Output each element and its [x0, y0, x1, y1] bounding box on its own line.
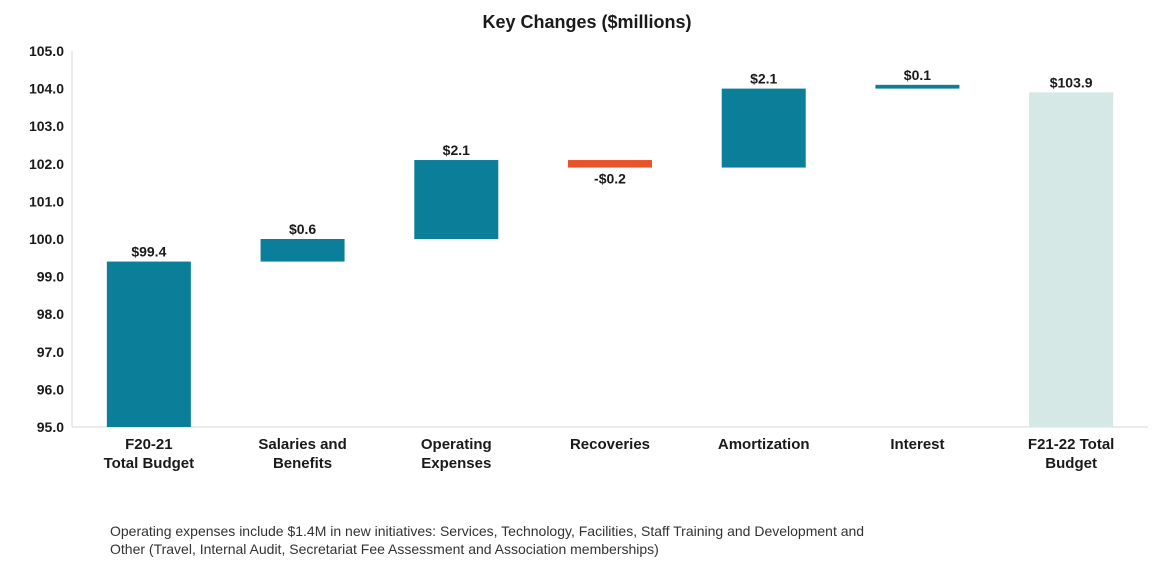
y-tick-label: 105.0	[29, 43, 64, 59]
waterfall-bar	[1029, 92, 1114, 428]
x-category-label: F20-21	[125, 436, 173, 453]
waterfall-bar	[721, 88, 806, 168]
x-category-label: Benefits	[273, 455, 332, 472]
x-category-label: Recoveries	[570, 436, 650, 453]
x-category-label: Amortization	[718, 436, 810, 453]
data-label: $99.4	[131, 244, 166, 260]
y-tick-label: 96.0	[37, 381, 64, 397]
y-tick-label: 99.0	[37, 269, 64, 285]
data-label: -$0.2	[594, 171, 626, 187]
data-label: $0.1	[904, 67, 931, 83]
y-tick-label: 101.0	[29, 193, 64, 209]
x-category-label: Total Budget	[104, 455, 195, 472]
y-tick-label: 98.0	[37, 306, 64, 322]
x-category-label: Operating	[421, 436, 492, 453]
y-tick-label: 104.0	[29, 81, 64, 97]
x-category-label: Salaries and	[258, 436, 346, 453]
y-tick-label: 102.0	[29, 156, 64, 172]
x-category-label: Interest	[890, 436, 944, 453]
data-label: $0.6	[289, 221, 316, 237]
y-tick-label: 100.0	[29, 231, 64, 247]
data-label: $2.1	[443, 142, 470, 158]
y-tick-label: 103.0	[29, 118, 64, 134]
waterfall-bar	[568, 160, 652, 168]
chart-footnote: Operating expenses include $1.4M in new …	[110, 523, 865, 557]
waterfall-bar	[875, 84, 960, 89]
waterfall-bar	[414, 160, 499, 239]
x-category-label: Budget	[1045, 455, 1097, 472]
waterfall-bar	[260, 239, 345, 262]
x-category-label: Expenses	[421, 455, 491, 472]
y-tick-label: 97.0	[37, 344, 64, 360]
waterfall-bar	[106, 261, 191, 427]
chart-title: Key Changes ($millions)	[482, 12, 692, 32]
y-tick-label: 95.0	[37, 419, 64, 435]
data-label: $2.1	[750, 71, 777, 87]
x-category-label: F21-22 Total	[1028, 436, 1114, 453]
data-label: $103.9	[1050, 74, 1093, 90]
